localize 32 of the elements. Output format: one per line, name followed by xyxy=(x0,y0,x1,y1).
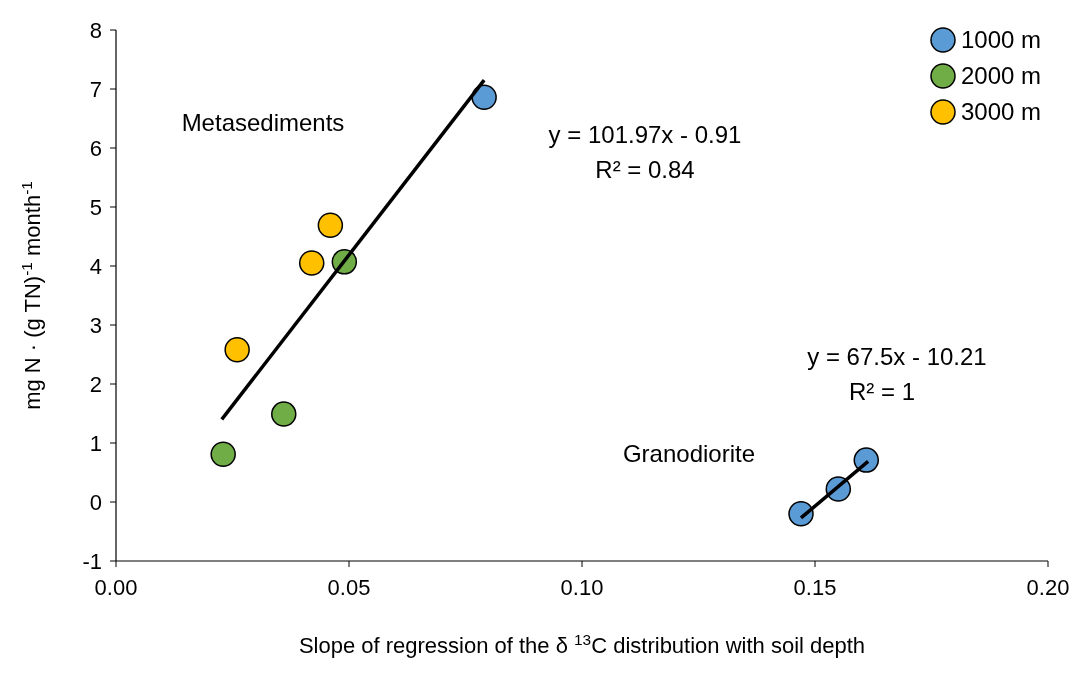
point xyxy=(271,401,297,427)
y-tick-label: 2 xyxy=(89,371,102,397)
point xyxy=(298,250,325,276)
point xyxy=(224,337,250,363)
point xyxy=(471,84,497,111)
x-axis-title: Slope of regression of the δ $^{13}$C distribution with soil depth xyxy=(298,630,866,658)
y-tick-label: -1 xyxy=(82,548,102,574)
y-tick-label: 0 xyxy=(89,489,102,515)
x-tick-label: 0.20 xyxy=(1026,575,1070,600)
y-tick-label: 4 xyxy=(89,253,102,279)
y-tick-label: 6 xyxy=(89,135,102,161)
annotation: y = 67.5x - 10.21 xyxy=(807,343,987,371)
annotation: R² = 0.84 xyxy=(595,156,695,184)
legend-label: 2000 m xyxy=(961,62,1042,90)
x-tick-label: 0.00 xyxy=(94,575,138,600)
annotation: Granodiorite xyxy=(622,440,756,468)
point xyxy=(210,441,236,467)
y-tick-label: 8 xyxy=(89,17,102,43)
x-tick-label: 0.05 xyxy=(327,575,371,600)
point xyxy=(317,212,344,239)
point xyxy=(853,447,880,473)
annotation: Metasediments xyxy=(181,109,345,137)
legend-label: 3000 m xyxy=(961,98,1042,126)
annotation: R² = 1 xyxy=(848,378,916,406)
y-tick-label: 7 xyxy=(89,76,102,102)
annotation: y = 101.97x - 0.91 xyxy=(548,121,742,149)
x-tick-label: 0.15 xyxy=(793,575,837,600)
y-tick-label: 3 xyxy=(89,312,102,338)
y-tick-label: 1 xyxy=(89,430,102,456)
y-tick-label: 5 xyxy=(89,194,102,220)
legend-label: 1000 m xyxy=(961,26,1042,54)
x-tick-label: 0.10 xyxy=(560,575,604,600)
